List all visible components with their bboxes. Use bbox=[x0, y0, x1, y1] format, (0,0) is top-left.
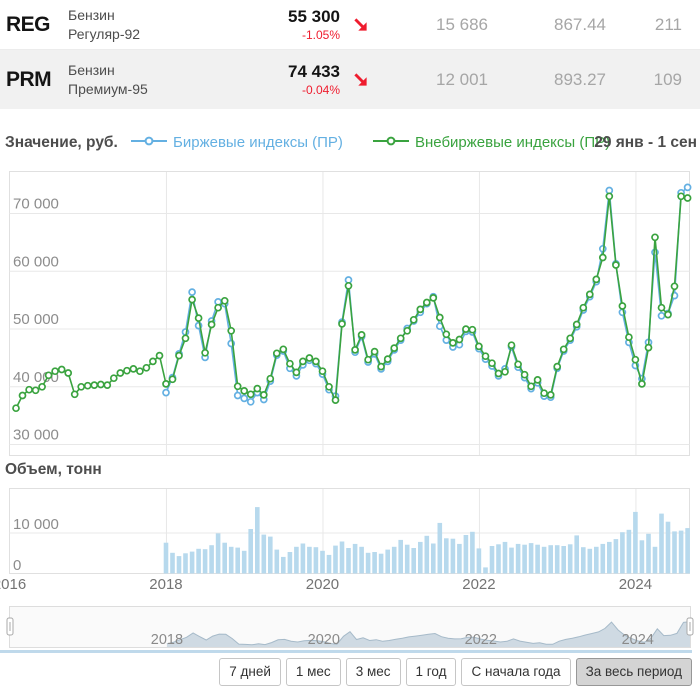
selected-date-range: 29 янв - 1 сен bbox=[594, 134, 697, 151]
quote-value-1: 12 001 bbox=[436, 69, 488, 89]
quote-row-prm[interactable]: PRM Бензин Премиум-95 74 433 -0.04% 12 0… bbox=[0, 50, 700, 109]
svg-text:50 000: 50 000 bbox=[13, 311, 59, 328]
quote-value-2: 893.27 bbox=[554, 69, 606, 89]
trend-down-icon bbox=[340, 71, 382, 89]
instrument-name: Бензин Премиум-95 bbox=[68, 62, 148, 97]
chart-legend-row: Значение, руб. Биржевые индексы (ПР) Вне… bbox=[0, 131, 700, 157]
instrument-name: Бензин Регуляр-92 bbox=[68, 7, 141, 42]
period-button-7d[interactable]: 7 дней bbox=[219, 658, 281, 686]
period-button-ytd[interactable]: С начала года bbox=[461, 658, 571, 686]
change-percent: -0.04% bbox=[301, 83, 340, 97]
period-button-all[interactable]: За весь период bbox=[575, 658, 692, 686]
plot-border bbox=[9, 171, 690, 456]
ticker-label: REG bbox=[6, 12, 51, 36]
x-axis-label: 2020 bbox=[305, 576, 340, 593]
ticker-label: PRM bbox=[6, 67, 52, 91]
range-navigator[interactable]: 2018 2020 2022 2024 bbox=[0, 604, 700, 650]
volume-axis-label: 10 000 bbox=[13, 516, 59, 533]
quote-value-2: 867.44 bbox=[554, 14, 606, 34]
volume-bars bbox=[163, 507, 690, 574]
series-otc bbox=[12, 192, 692, 413]
period-button-3m[interactable]: 3 мес bbox=[345, 658, 401, 686]
period-buttons: 7 дней 1 мес 3 мес 1 год С начала года З… bbox=[0, 658, 692, 686]
svg-text:60 000: 60 000 bbox=[13, 253, 59, 270]
x-axis-labels: 2016 2018 2020 2022 2024 bbox=[0, 576, 700, 593]
quote-value-1: 15 686 bbox=[436, 14, 488, 34]
x-axis-label: 2016 bbox=[0, 576, 27, 593]
navigator-year-label: 2018 bbox=[151, 632, 183, 648]
volume-axis-label: 0 bbox=[13, 557, 21, 574]
x-axis-label: 2018 bbox=[149, 576, 183, 593]
navigator-year-label: 2022 bbox=[465, 632, 497, 648]
svg-text:30 000: 30 000 bbox=[13, 427, 59, 444]
x-axis-label: 2024 bbox=[618, 576, 653, 593]
price-cell: 55 300 -1.05% bbox=[218, 7, 340, 42]
navigator-handle-right[interactable] bbox=[686, 617, 694, 636]
legend-label: Биржевые индексы (ПР) bbox=[173, 134, 343, 151]
legend-item-otc[interactable]: Внебиржевые индексы (ПР) bbox=[373, 134, 610, 151]
navigator-year-label: 2020 bbox=[308, 632, 340, 648]
grid-lines bbox=[9, 172, 690, 455]
quote-value-3: 109 bbox=[653, 69, 682, 89]
period-button-1m[interactable]: 1 мес bbox=[285, 658, 341, 686]
legend-item-exchange[interactable]: Биржевые индексы (ПР) bbox=[131, 134, 343, 151]
x-axis-label: 2022 bbox=[462, 576, 496, 593]
otc-series-marker-icon bbox=[373, 134, 409, 151]
quote-row-reg[interactable]: REG Бензин Регуляр-92 55 300 -1.05% 15 6… bbox=[0, 0, 700, 50]
navigator-bottom-strip bbox=[0, 650, 692, 653]
volume-axis-title: Объем, тонн bbox=[5, 461, 102, 478]
last-price: 55 300 bbox=[288, 7, 340, 26]
last-price: 74 433 bbox=[288, 62, 340, 81]
quote-value-3: 211 bbox=[654, 14, 682, 34]
trend-down-icon bbox=[340, 16, 382, 34]
value-axis-title: Значение, руб. bbox=[5, 134, 118, 151]
navigator-handle-left[interactable] bbox=[6, 617, 14, 636]
volume-chart[interactable]: 10 000 0 bbox=[0, 486, 700, 578]
svg-text:70 000: 70 000 bbox=[13, 196, 59, 213]
period-button-1y[interactable]: 1 год bbox=[405, 658, 457, 686]
exchange-series-marker-icon bbox=[131, 134, 167, 151]
price-cell: 74 433 -0.04% bbox=[218, 62, 340, 97]
navigator-year-label: 2024 bbox=[622, 632, 654, 648]
change-percent: -1.05% bbox=[301, 28, 340, 42]
legend-label: Внебиржевые индексы (ПР) bbox=[415, 134, 611, 151]
